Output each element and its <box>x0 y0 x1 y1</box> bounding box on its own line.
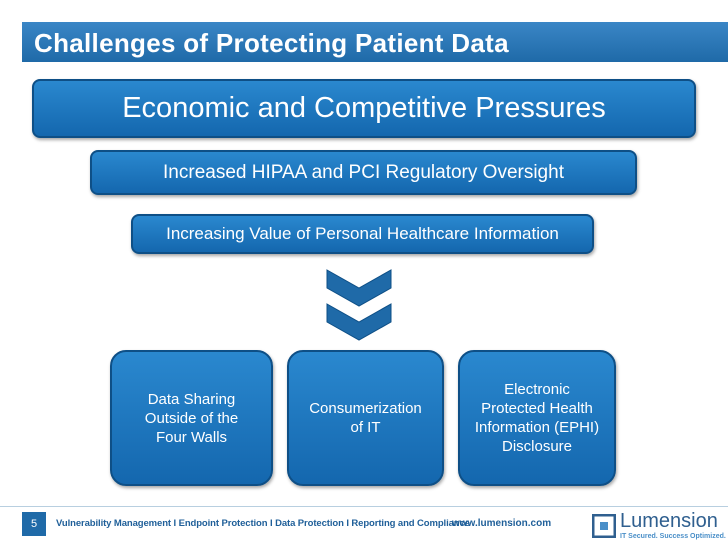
outcome-card-ephi: Electronic Protected Health Information … <box>458 350 616 486</box>
pressure-label: Economic and Competitive Pressures <box>122 92 606 124</box>
pressure-label: Increased HIPAA and PCI Regulatory Overs… <box>163 161 564 183</box>
pressure-label: Increasing Value of Personal Healthcare … <box>166 224 559 243</box>
logo-name: Lumension <box>620 510 718 532</box>
footer-divider <box>0 506 728 507</box>
footer-website[interactable]: www.lumension.com <box>452 518 552 529</box>
double-chevron-down-icon <box>326 269 392 341</box>
outcome-label: Electronic Protected Health Information … <box>474 381 600 455</box>
outcome-card-consumerization: Consumerization of IT <box>287 350 444 486</box>
lumension-logo-icon <box>592 514 616 538</box>
outcome-label: Data Sharing Outside of the Four Walls <box>144 390 239 446</box>
title-bar: Challenges of Protecting Patient Data <box>22 22 728 62</box>
slide-title: Challenges of Protecting Patient Data <box>34 28 509 58</box>
outcome-card-data-sharing: Data Sharing Outside of the Four Walls <box>110 350 273 486</box>
pressure-box-regulatory: Increased HIPAA and PCI Regulatory Overs… <box>90 150 637 195</box>
footer-tagline: Vulnerability Management I Endpoint Prot… <box>56 518 470 529</box>
pressure-box-value: Increasing Value of Personal Healthcare … <box>131 214 594 254</box>
lumension-logo: Lumension IT Secured. Success Optimized. <box>592 510 726 544</box>
pressure-box-economic: Economic and Competitive Pressures <box>32 79 696 138</box>
outcome-label: Consumerization of IT <box>309 400 422 436</box>
page-number: 5 <box>22 512 46 536</box>
logo-tagline: IT Secured. Success Optimized. <box>620 533 726 540</box>
